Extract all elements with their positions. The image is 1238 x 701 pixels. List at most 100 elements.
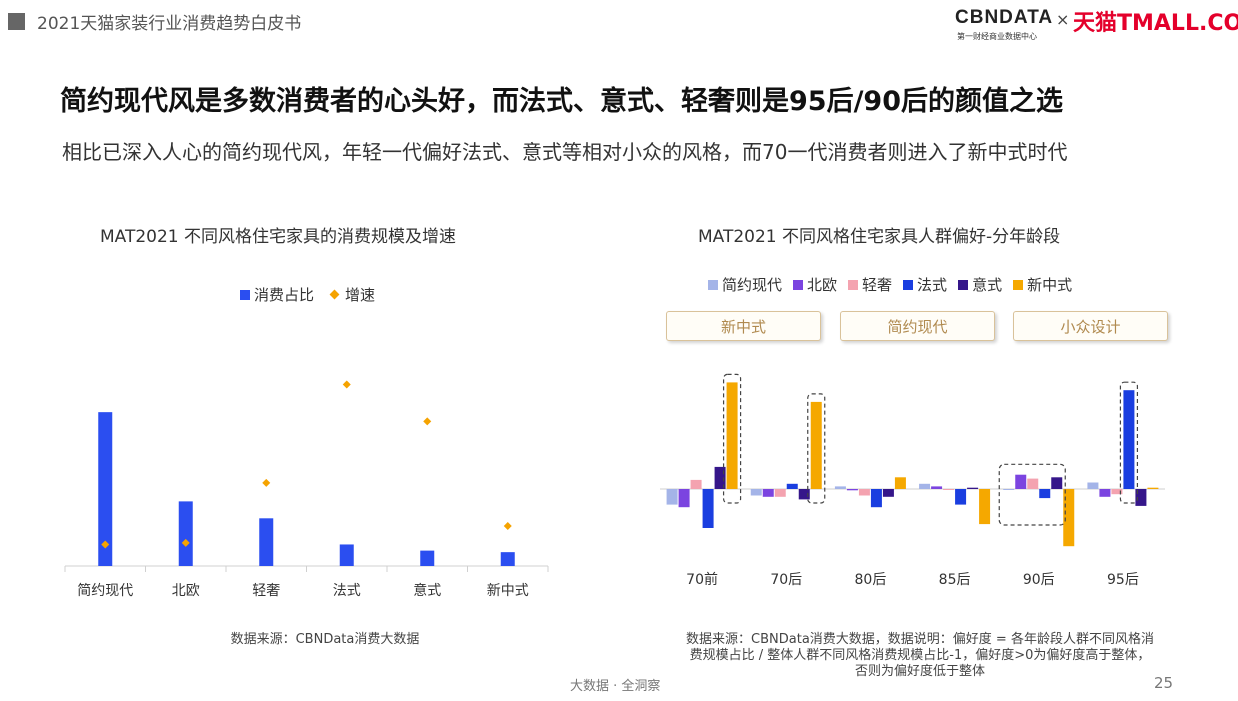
legend-swatch-xinzhongshi: [1013, 279, 1024, 290]
right-bar-1-2: [774, 489, 786, 497]
left-growth-point-4: [423, 417, 432, 426]
right-bar-5-4: [1135, 489, 1147, 506]
legend-swatch-qingshe: [848, 279, 859, 290]
legend-swatch-fashi: [903, 279, 914, 290]
times-sign: ×: [1056, 10, 1070, 29]
tmall-logo: 天猫TMALL.COM: [1073, 11, 1238, 36]
right-chart-legend: 简约现代 北欧 轻奢 法式 意式 新中式: [708, 274, 1072, 295]
left-growth-point-3: [342, 380, 351, 389]
right-bar-5-0: [1087, 482, 1099, 489]
right-bar-1-1: [762, 489, 774, 497]
right-bar-5-1: [1099, 489, 1111, 497]
right-tick-label-1: 70后: [770, 572, 802, 588]
legend-item-fashi: 法式: [903, 274, 947, 295]
tag-xiaozhong-sheji: 小众设计: [1013, 311, 1168, 341]
page-number: 25: [1154, 674, 1174, 692]
legend-label-xinzhongshi: 新中式: [1027, 276, 1073, 294]
left-chart-title: MAT2021 不同风格住宅家具的消费规模及增速: [100, 227, 457, 247]
right-bar-5-5: [1147, 487, 1159, 489]
right-chart-source: 数据来源：CBNData消费大数据，数据说明：偏好度 = 各年龄段人群不同风格消…: [660, 632, 1180, 680]
left-bar-1: [178, 501, 193, 566]
right-bar-1-5: [810, 401, 822, 489]
left-tick-label-2: 轻奢: [252, 583, 280, 599]
left-growth-point-0: [101, 540, 110, 549]
right-bar-3-0: [919, 483, 931, 489]
legend-label-beiou: 北欧: [807, 276, 838, 294]
left-bar-4: [420, 550, 435, 566]
legend-item-growth: 增速: [328, 284, 375, 305]
legend-label-qingshe: 轻奢: [862, 276, 893, 294]
right-bar-2-4: [882, 489, 894, 497]
right-highlight-box-0: [722, 373, 742, 504]
left-tick-label-4: 意式: [413, 582, 441, 599]
page-subheadline: 相比已深入人心的简约现代风，年轻一代偏好法式、意式等相对小众的风格，而70一代消…: [62, 140, 1068, 164]
footer-tagline: 大数据 · 全洞察: [570, 679, 661, 694]
right-bar-3-4: [967, 487, 979, 489]
left-growth-point-5: [503, 522, 512, 530]
legend-label-fashi: 法式: [917, 276, 948, 294]
legend-item-jianyue: 简约现代: [708, 274, 782, 295]
left-chart-legend: 消费占比 增速: [240, 284, 375, 305]
right-bar-2-3: [870, 489, 882, 508]
right-bar-1-0: [750, 489, 762, 496]
right-highlight-box-1: [807, 393, 826, 504]
right-tick-label-3: 85后: [939, 572, 971, 588]
right-bar-0-2: [690, 479, 702, 489]
legend-item-beiou: 北欧: [793, 274, 837, 295]
right-bar-4-0: [1003, 489, 1015, 490]
right-bar-4-4: [1051, 477, 1063, 489]
right-bar-2-2: [858, 489, 870, 496]
right-bar-0-0: [666, 489, 678, 505]
legend-swatch-jianyue: [708, 279, 718, 290]
legend-label-jianyue: 简约现代: [722, 276, 783, 294]
right-chart-title: MAT2021 不同风格住宅家具人群偏好-分年龄段: [698, 227, 1061, 247]
left-growth-point-2: [262, 478, 271, 487]
right-bar-2-1: [846, 489, 858, 491]
report-title: 2021天猫家装行业消费趋势白皮书: [37, 14, 302, 34]
left-bar-3: [339, 544, 354, 566]
tag-jianyue-xiandai: 简约现代: [840, 311, 995, 341]
right-bar-5-3: [1123, 390, 1135, 489]
right-bar-3-3: [955, 489, 967, 505]
right-bar-1-4: [798, 489, 810, 500]
cbndata-logo: CBNDATA: [955, 7, 1054, 28]
legend-swatch-share: [240, 289, 250, 300]
right-bar-2-5: [894, 477, 906, 489]
right-bar-2-0: [834, 486, 846, 489]
legend-item-qingshe: 轻奢: [848, 274, 892, 295]
right-bar-0-5: [726, 382, 738, 489]
legend-label-yishi: 意式: [972, 276, 1003, 294]
left-bar-0: [98, 412, 113, 566]
right-bar-1-3: [786, 483, 798, 489]
left-bar-2: [259, 518, 274, 566]
header-square-icon: [8, 13, 25, 30]
right-bar-3-2: [943, 489, 955, 490]
left-chart-source: 数据来源：CBNData消费大数据: [230, 632, 420, 647]
legend-label-share: 消费占比: [254, 286, 315, 304]
legend-swatch-beiou: [793, 279, 804, 290]
source-line-2: 费规模占比 / 整体人群不同风格消费规模占比-1，偏好度>0为偏好度高于整体，: [689, 648, 1151, 663]
right-tick-label-0: 70前: [686, 571, 718, 588]
right-tick-label-4: 90后: [1023, 572, 1055, 588]
right-bar-4-1: [1015, 474, 1027, 489]
left-tick-label-5: 新中式: [487, 583, 529, 599]
right-bar-0-3: [702, 489, 714, 528]
source-line-3: 否则为偏好度低于整体: [854, 664, 985, 679]
source-line-1: 数据来源：CBNData消费大数据，数据说明：偏好度 = 各年龄段人群不同风格消: [686, 632, 1154, 647]
legend-label-growth: 增速: [345, 286, 376, 304]
cbndata-tagline: 第一财经商业数据中心: [957, 32, 1037, 41]
legend-item-xinzhongshi: 新中式: [1013, 274, 1072, 295]
right-bar-0-4: [714, 466, 726, 489]
right-bar-3-5: [979, 489, 991, 525]
right-tick-label-2: 80后: [855, 572, 887, 588]
left-tick-label-1: 北欧: [172, 583, 200, 599]
left-growth-point-1: [181, 538, 190, 547]
right-tick-label-5: 95后: [1107, 572, 1139, 588]
right-bar-3-1: [931, 486, 943, 489]
right-bar-4-3: [1039, 489, 1051, 499]
legend-item-share: 消费占比: [240, 284, 314, 305]
right-bar-4-5: [1063, 489, 1075, 547]
left-tick-label-3: 法式: [333, 583, 361, 599]
